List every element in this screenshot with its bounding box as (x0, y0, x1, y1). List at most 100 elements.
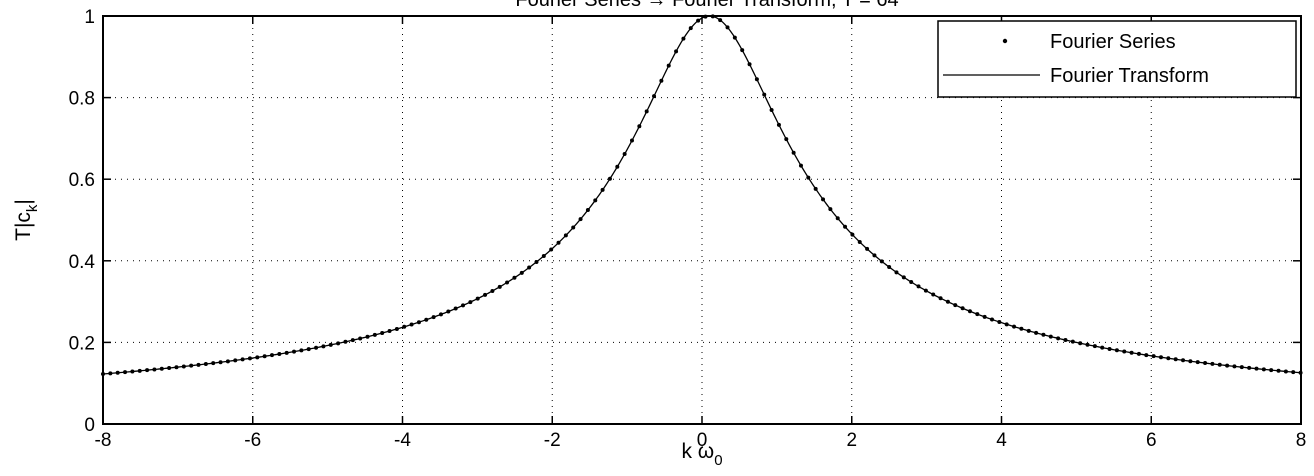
fourier-series-point (637, 124, 642, 129)
fourier-series-point (600, 187, 605, 192)
x-tick-label: 0 (697, 430, 708, 451)
fourier-series-point (365, 334, 370, 339)
fourier-series-point (659, 78, 664, 83)
fourier-series-point (843, 224, 848, 229)
series-fourier-series-dots (101, 14, 1303, 377)
fourier-series-point (1254, 366, 1259, 371)
fourier-series-point (703, 14, 708, 19)
fourier-series-point (284, 350, 289, 355)
fourier-series-point (1034, 330, 1039, 335)
fourier-series-point (468, 300, 473, 305)
fourier-series-point (394, 326, 399, 331)
fourier-series-point (953, 303, 958, 308)
fourier-series-point (1129, 350, 1134, 355)
fourier-series-point (828, 207, 833, 212)
fourier-series-point (380, 331, 385, 336)
y-tick-label: 0.2 (69, 333, 95, 354)
x-tick-label: -4 (394, 430, 411, 451)
fourier-series-point (174, 365, 179, 370)
fourier-series-point (1085, 342, 1090, 347)
fourier-series-point (931, 292, 936, 297)
fourier-series-point (1041, 332, 1046, 337)
fourier-series-point (901, 275, 906, 280)
fourier-series-point (688, 26, 693, 31)
fourier-series-point (336, 341, 341, 346)
fourier-series-point (1166, 356, 1171, 361)
fourier-series-point (725, 25, 730, 30)
legend-box (937, 20, 1297, 98)
fourier-series-point (1203, 361, 1208, 366)
fourier-series-point (490, 288, 495, 293)
fourier-series-point (130, 369, 135, 374)
fourier-series-point (835, 216, 840, 221)
fourier-series-point (1048, 334, 1053, 339)
fourier-series-point (402, 324, 407, 329)
y-tick-label: 0.6 (69, 170, 95, 191)
fourier-series-point (1298, 370, 1303, 375)
fourier-series-point (240, 357, 245, 362)
fourier-series-point (189, 363, 194, 368)
x-axis-label: k ω0 (681, 440, 722, 469)
fourier-series-point (872, 253, 877, 258)
x-tick-labels: -8 -6 -4 -2 0 2 4 6 8 (95, 430, 1307, 451)
fourier-series-point (1100, 345, 1105, 350)
fourier-series-point (475, 296, 480, 301)
fourier-series-point (424, 317, 429, 322)
fourier-series-point (615, 164, 620, 169)
fourier-series-point (798, 163, 803, 168)
fourier-series-point (549, 247, 554, 252)
fourier-series-point (321, 344, 326, 349)
fourier-series-point (181, 364, 186, 369)
fourier-series-point (438, 312, 443, 317)
fourier-series-point (534, 259, 539, 264)
fourier-series-point (314, 345, 319, 350)
fourier-series-point (806, 175, 811, 180)
fourier-series-point (1276, 368, 1281, 373)
fourier-series-point (1225, 363, 1230, 368)
fourier-series-point (982, 314, 987, 319)
fourier-series-point (740, 48, 745, 53)
fourier-series-point (1004, 322, 1009, 327)
fourier-series-point (1122, 349, 1127, 354)
x-tick-label: -2 (544, 430, 561, 451)
fourier-series-point (975, 312, 980, 317)
y-tick-label: 0 (84, 415, 95, 436)
fourier-series-point (233, 358, 238, 363)
fourier-series-point (306, 347, 311, 352)
fourier-series-point (101, 372, 105, 377)
fourier-series-point (607, 176, 612, 181)
fourier-series-point (1026, 328, 1031, 333)
fourier-series-point (299, 348, 304, 353)
fourier-series-point (1063, 338, 1068, 343)
fourier-series-point (762, 92, 767, 97)
fourier-series-point (1078, 341, 1083, 346)
fourier-series-point (990, 317, 994, 322)
y-axis-label-suffix: | (12, 199, 35, 204)
fourier-series-point (262, 354, 267, 359)
fourier-series-point (960, 306, 965, 311)
fourier-series-point (431, 315, 436, 320)
fourier-series-point (497, 284, 502, 289)
fourier-series-point (556, 240, 561, 245)
fourier-series-point (622, 152, 627, 157)
fourier-series-point (1291, 370, 1296, 375)
fourier-series-point (1070, 339, 1075, 344)
fourier-series-point (909, 280, 914, 285)
fourier-series-point (754, 77, 759, 82)
fourier-series-point (916, 284, 921, 289)
fourier-series-point (416, 320, 421, 325)
fourier-series-point (269, 353, 274, 358)
fourier-series-point (769, 107, 774, 112)
fourier-series-point (115, 370, 120, 375)
y-tick-label: 0.4 (69, 252, 96, 273)
y-axis-label-sub: k (24, 204, 41, 212)
fourier-series-point (453, 306, 458, 311)
fourier-series-point (1247, 365, 1252, 370)
fourier-series-point (732, 35, 737, 40)
fourier-series-point (1188, 359, 1193, 364)
fourier-series-point (629, 138, 634, 143)
fourier-series-point (152, 367, 157, 372)
fourier-series-point (813, 186, 818, 191)
fourier-series-point (1158, 355, 1163, 360)
fourier-series-point (1239, 365, 1244, 370)
